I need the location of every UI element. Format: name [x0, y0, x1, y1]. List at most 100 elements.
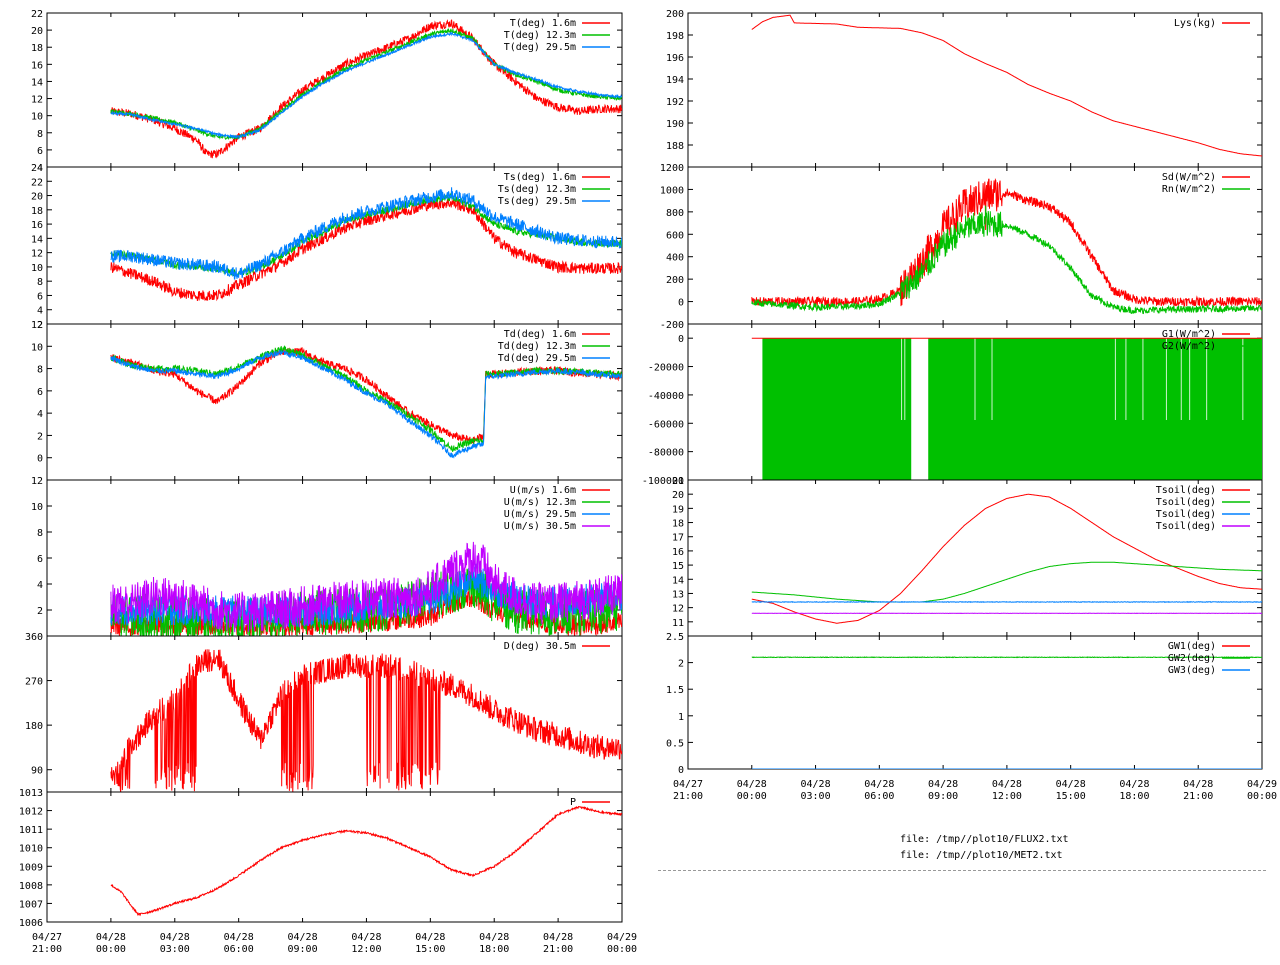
series-line-sd-0	[752, 179, 1262, 306]
legend-label: Td(deg) 1.6m	[504, 329, 576, 340]
legend-label: GW2(deg)	[1168, 653, 1216, 664]
y-tick-label: -60000	[648, 419, 684, 430]
legend-label: Tsoil(deg)	[1156, 497, 1216, 508]
y-tick-label: -40000	[648, 391, 684, 402]
y-tick-label: 16	[31, 60, 43, 71]
x-tick-label: 04/28	[801, 779, 831, 790]
legend-label: GW1(deg)	[1168, 641, 1216, 652]
y-tick-label: 2.5	[666, 632, 684, 643]
legend-label: T(deg) 12.3m	[504, 30, 576, 41]
y-tick-label: 24	[31, 163, 43, 174]
panel-frame	[47, 792, 622, 922]
y-tick-label: 12	[31, 249, 43, 260]
y-tick-label: -80000	[648, 448, 684, 459]
series-line-tsoil-1	[752, 562, 1262, 602]
panel-frame	[47, 636, 622, 792]
x-tick-label: 04/28	[992, 779, 1022, 790]
legend-label: Tsoil(deg)	[1156, 521, 1216, 532]
y-tick-label: 8	[37, 365, 43, 376]
legend-label: Tsoil(deg)	[1156, 509, 1216, 520]
x-tick-label: 04/28	[479, 932, 509, 943]
legend-label: U(m/s) 1.6m	[510, 485, 576, 496]
dashed-divider	[658, 870, 1266, 871]
y-tick-label: 20	[31, 26, 43, 37]
y-tick-label: -200	[660, 320, 684, 331]
y-tick-label: 192	[666, 97, 684, 108]
y-tick-label: 0	[678, 334, 684, 345]
y-tick-label: 20	[672, 490, 684, 501]
legend-label: Td(deg) 12.3m	[498, 341, 576, 352]
y-tick-label: 200	[666, 275, 684, 286]
y-tick-label: 196	[666, 53, 684, 64]
y-tick-label: 1008	[19, 881, 43, 892]
x-tick-label: 21:00	[673, 791, 703, 802]
x-tick-label: 00:00	[96, 944, 126, 955]
legend-label: Ts(deg) 12.3m	[498, 184, 576, 195]
plot-area	[752, 15, 1262, 156]
x-tick-label: 12:00	[992, 791, 1022, 802]
y-tick-label: 1009	[19, 862, 43, 873]
y-tick-label: 21	[672, 476, 684, 487]
x-tick-label: 04/27	[32, 932, 62, 943]
y-tick-label: 190	[666, 119, 684, 130]
y-tick-label: 8	[37, 528, 43, 539]
legend-label: Lys(kg)	[1174, 18, 1216, 29]
x-tick-label: 21:00	[543, 944, 573, 955]
x-tick-label: 04/28	[1119, 779, 1149, 790]
x-tick-label: 04/28	[1183, 779, 1213, 790]
y-tick-label: 200	[666, 9, 684, 20]
x-tick-label: 04/28	[96, 932, 126, 943]
x-tick-label: 04/28	[415, 932, 445, 943]
y-tick-label: 4	[37, 580, 43, 591]
x-tick-label: 18:00	[1119, 791, 1149, 802]
y-tick-label: 1006	[19, 918, 43, 929]
x-tick-label: 06:00	[224, 944, 254, 955]
y-tick-label: 1011	[19, 825, 43, 836]
x-tick-label: 04/28	[543, 932, 573, 943]
legend-label: U(m/s) 29.5m	[504, 509, 576, 520]
file-label-flux: file: /tmp//plot10/FLUX2.txt	[900, 834, 1200, 845]
y-tick-label: 0	[37, 454, 43, 465]
legend-label: G1(W/m^2)	[1162, 329, 1216, 340]
y-tick-label: 11	[672, 618, 684, 629]
legend-label: Tsoil(deg)	[1156, 485, 1216, 496]
x-tick-label: 04/28	[288, 932, 318, 943]
y-tick-label: 800	[666, 208, 684, 219]
x-tick-label: 04/28	[737, 779, 767, 790]
x-tick-label: 09:00	[288, 944, 318, 955]
series-line-p-0	[111, 807, 622, 916]
series-line-tsoil-2	[752, 602, 1262, 603]
file-label-met: file: /tmp//plot10/MET2.txt	[900, 850, 1200, 861]
plot-area	[752, 338, 1262, 480]
y-tick-label: 2	[678, 659, 684, 670]
panel-frame	[688, 13, 1262, 167]
y-tick-label: 18	[31, 43, 43, 54]
y-tick-label: 90	[31, 766, 43, 777]
y-tick-label: 13	[672, 589, 684, 600]
x-tick-label: 04/28	[160, 932, 190, 943]
legend-label: Sd(W/m^2)	[1162, 172, 1216, 183]
x-tick-label: 12:00	[351, 944, 381, 955]
flux-fill-bar	[762, 338, 911, 480]
y-tick-label: 1000	[660, 185, 684, 196]
y-tick-label: 14	[672, 575, 684, 586]
legend-label: T(deg) 29.5m	[504, 42, 576, 53]
y-tick-label: 18	[31, 206, 43, 217]
y-tick-label: 6	[37, 554, 43, 565]
y-tick-label: 4	[37, 409, 43, 420]
plot-area	[111, 542, 622, 646]
y-tick-label: 1200	[660, 163, 684, 174]
x-tick-label: 04/28	[224, 932, 254, 943]
y-tick-label: 180	[25, 721, 43, 732]
y-tick-label: 10	[31, 342, 43, 353]
y-tick-label: 0.5	[666, 738, 684, 749]
y-tick-label: 1010	[19, 844, 43, 855]
